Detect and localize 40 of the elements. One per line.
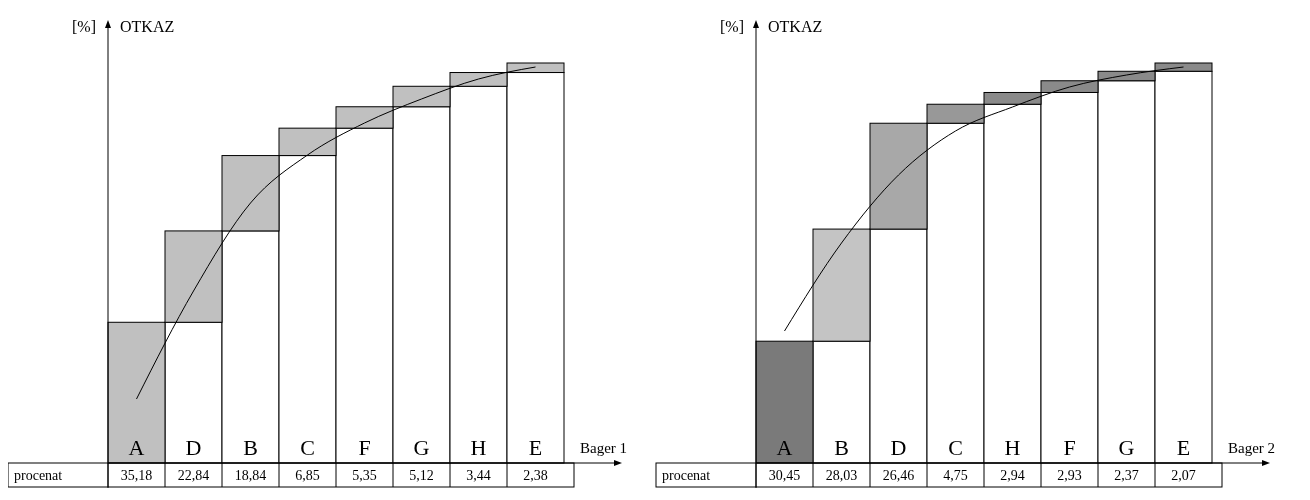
x-tick-label: B xyxy=(243,435,258,460)
data-label: 5,12 xyxy=(409,468,434,483)
data-label: 18,84 xyxy=(234,468,267,483)
x-tick-label: C xyxy=(300,435,315,460)
x-tick-label: D xyxy=(185,435,202,460)
x-axis-title: Bager 1 xyxy=(580,440,628,456)
data-label: 26,46 xyxy=(882,468,915,483)
x-axis-title: Bager 2 xyxy=(1228,440,1276,456)
text: [%] xyxy=(72,18,96,35)
data-label: 2,93 xyxy=(1057,468,1082,483)
data-label: 2,38 xyxy=(523,468,548,483)
data-label: 2,07 xyxy=(1171,468,1196,483)
x-tick-label: H xyxy=(470,435,487,460)
x-tick-label: G xyxy=(413,435,430,460)
x-tick-label: B xyxy=(834,435,849,460)
data-label: 6,85 xyxy=(295,468,320,483)
data-label: 5,35 xyxy=(352,468,377,483)
text: [%] xyxy=(720,18,744,35)
text: procenat xyxy=(14,468,63,483)
data-label: 2,94 xyxy=(1000,468,1025,483)
x-tick-label: E xyxy=(528,435,543,460)
data-label: 4,75 xyxy=(943,468,968,483)
x-tick-label: F xyxy=(358,435,371,460)
x-tick-label: E xyxy=(1176,435,1191,460)
data-label: 2,37 xyxy=(1114,468,1139,483)
y-axis-title: OTKAZ xyxy=(768,18,823,35)
data-label: 30,45 xyxy=(768,468,801,483)
y-axis-title: OTKAZ xyxy=(120,18,175,35)
x-tick-label: G xyxy=(1118,435,1135,460)
text: procenat xyxy=(662,468,711,483)
x-tick-label: F xyxy=(1063,435,1076,460)
x-tick-label: A xyxy=(776,435,793,460)
x-tick-label: H xyxy=(1004,435,1021,460)
x-tick-label: A xyxy=(128,435,145,460)
data-label: 28,03 xyxy=(825,468,858,483)
x-tick-label: D xyxy=(890,435,907,460)
data-label: 3,44 xyxy=(466,468,491,483)
data-label: 35,18 xyxy=(120,468,153,483)
x-tick-label: C xyxy=(948,435,963,460)
data-label: 22,84 xyxy=(177,468,210,483)
